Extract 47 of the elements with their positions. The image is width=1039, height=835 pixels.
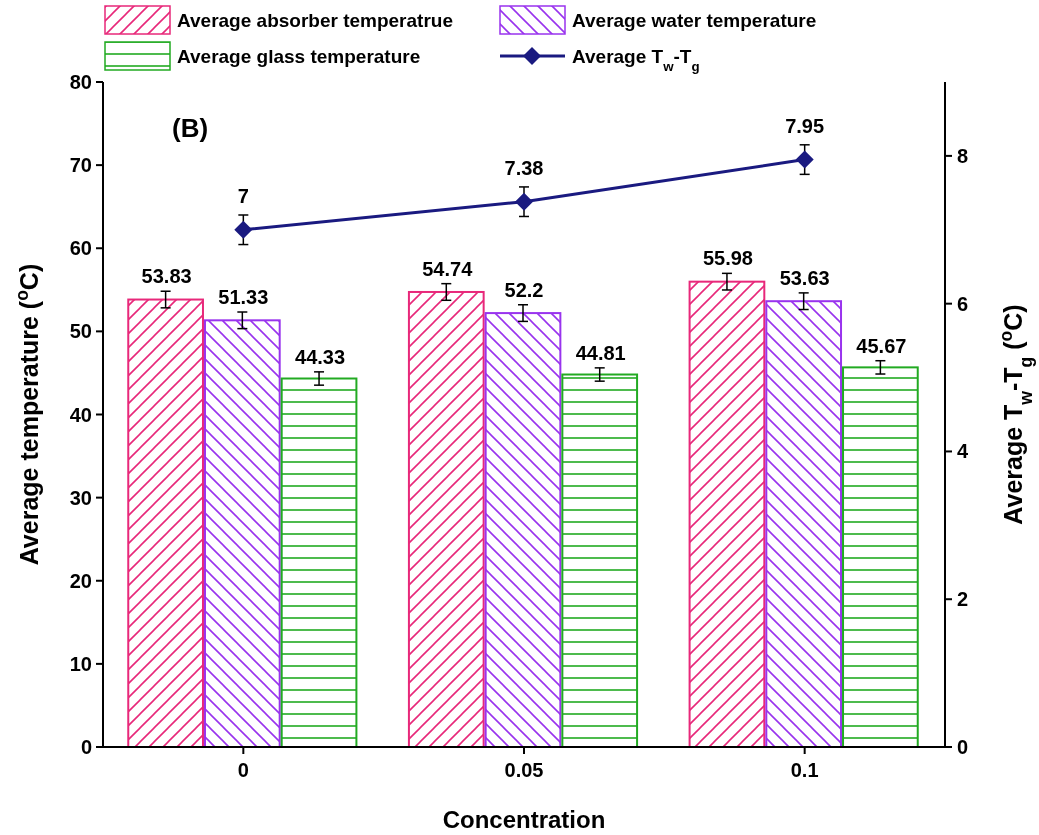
y-tick-label: 80 <box>69 71 92 93</box>
point <box>515 192 533 211</box>
bar <box>765 300 843 748</box>
legend-label: Average T$_{w}$-T$_{g}$ <box>572 46 700 74</box>
y2-tick-label: 2 <box>957 588 969 611</box>
data-label: 7.38 <box>504 156 544 179</box>
y2-tick-label: 4 <box>957 440 969 463</box>
data-label: 7 <box>237 185 249 207</box>
bar <box>561 373 639 748</box>
y2-tick-label: 6 <box>957 292 969 315</box>
data-label: 53.83 <box>141 265 192 288</box>
data-label: 55.98 <box>702 247 753 270</box>
data-label: 52.2 <box>504 278 544 301</box>
data-label: 45.67 <box>856 334 907 357</box>
x-tick-label: 0.1 <box>790 759 819 781</box>
legend-label: Average glass temperature <box>177 46 421 67</box>
y-tick-label: 70 <box>69 154 92 177</box>
y-tick-label: 0 <box>80 736 92 758</box>
bar <box>127 298 204 748</box>
y-tick-label: 20 <box>69 569 92 592</box>
y2-tick-label: 0 <box>957 736 969 758</box>
legend-label: Average water temperature <box>572 10 817 31</box>
y-tick-label: 40 <box>69 403 92 426</box>
x-tick-label: 0 <box>237 759 249 781</box>
data-label: 54.74 <box>422 257 474 280</box>
bar <box>842 366 919 748</box>
y-tick-label: 30 <box>69 486 92 509</box>
bar <box>203 319 281 748</box>
y-tick-label: 10 <box>69 652 92 675</box>
y-tick-label: 60 <box>69 237 92 260</box>
x-tick-label: 0.05 <box>504 759 544 781</box>
y2-tick-label: 8 <box>957 144 969 167</box>
data-label: 44.33 <box>295 345 346 368</box>
data-label: 53.63 <box>779 266 830 289</box>
data-label: 44.81 <box>575 341 626 364</box>
data-label: 51.33 <box>218 286 269 309</box>
point <box>234 220 253 239</box>
data-label: 7.95 <box>785 114 825 137</box>
bar <box>280 377 358 748</box>
x-axis-title: Concentration <box>442 806 606 833</box>
annotation: (B) <box>172 113 209 143</box>
legend-label: Average absorber temperatrue <box>177 10 453 31</box>
y-tick-label: 50 <box>69 320 92 343</box>
point <box>795 150 814 169</box>
bar <box>484 312 562 748</box>
bar <box>688 280 766 748</box>
bar <box>407 290 485 748</box>
